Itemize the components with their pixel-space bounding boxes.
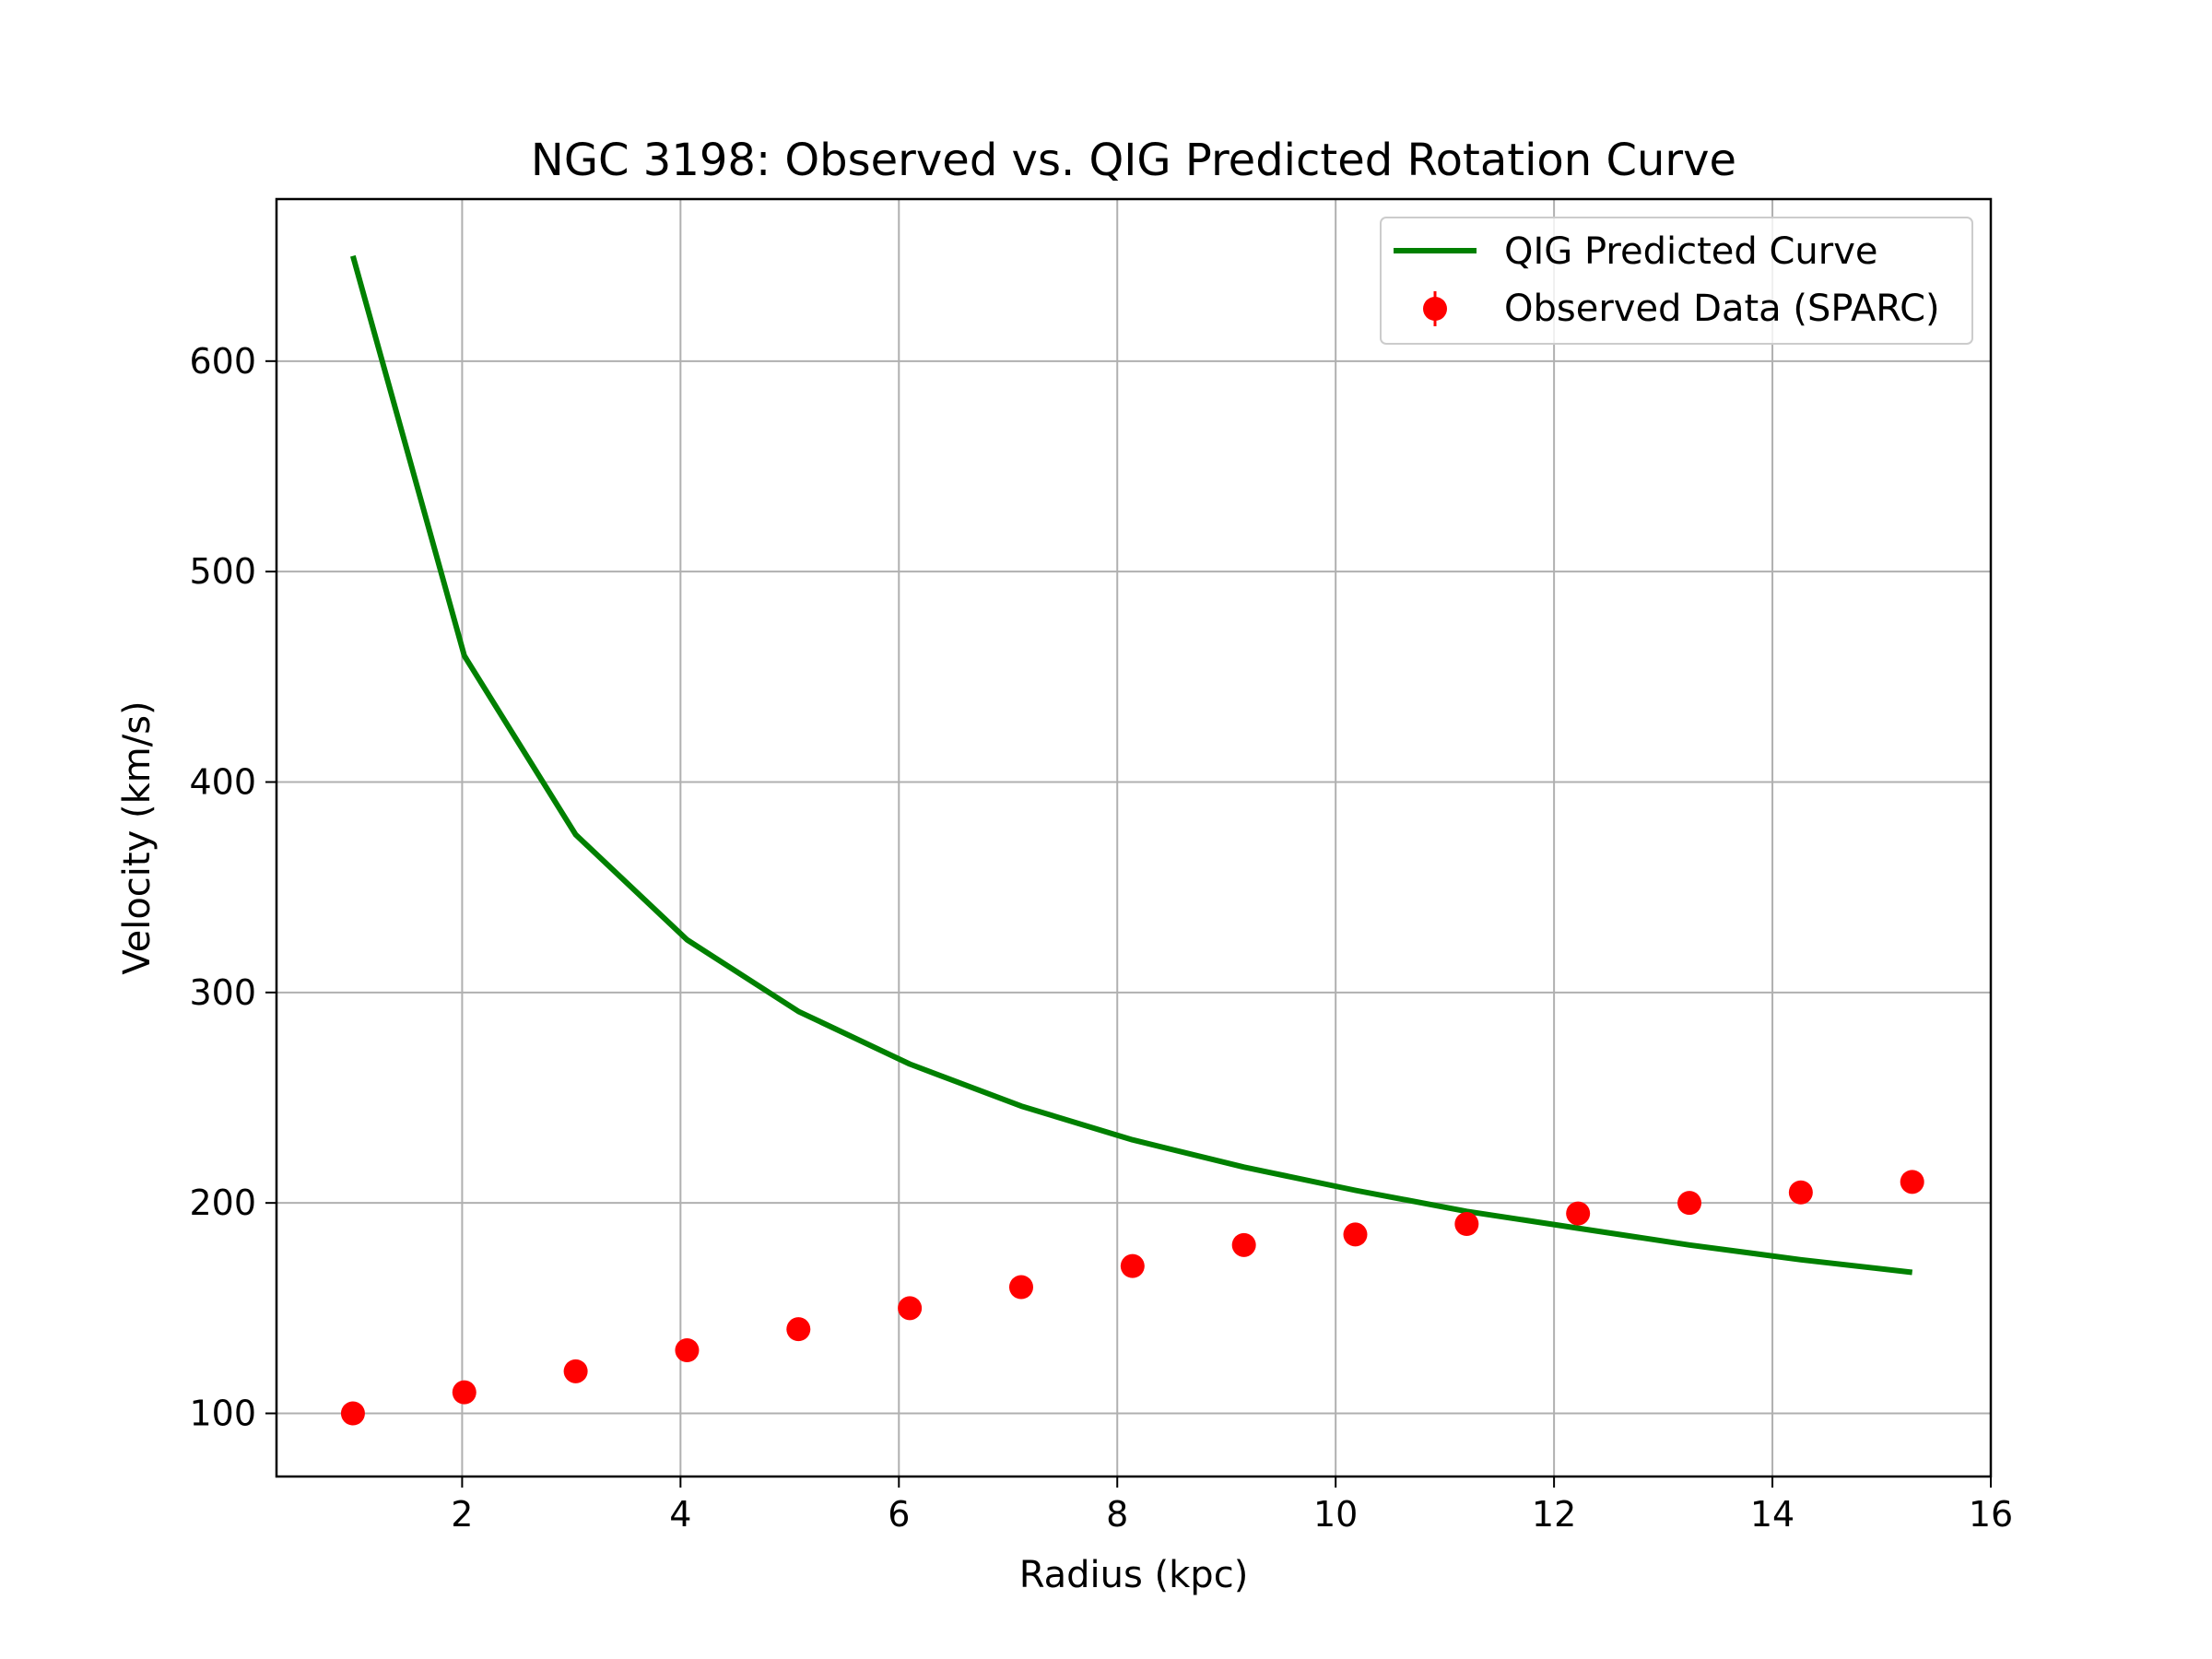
y-tick-label: 600 [189, 341, 256, 382]
legend-marker-swatch [1423, 297, 1447, 321]
x-tick-label: 4 [669, 1494, 691, 1535]
observed-data-point [786, 1317, 811, 1342]
x-tick-label: 16 [1969, 1494, 2013, 1535]
legend-label-predicted: QIG Predicted Curve [1504, 230, 1878, 273]
observed-data-point [1343, 1222, 1368, 1247]
y-tick-label: 300 [189, 972, 256, 1013]
ticks: 2 4 6 8 10 12 14 16 100 200 300 400 500 600 [189, 341, 2013, 1535]
x-tick-label: 12 [1532, 1494, 1576, 1535]
legend-label-observed: Observed Data (SPARC) [1504, 288, 1940, 330]
x-tick-label: 10 [1313, 1494, 1358, 1535]
legend: QIG Predicted Curve Observed Data (SPARC… [1380, 217, 1973, 345]
y-tick-label: 400 [189, 761, 256, 802]
observed-data-point [1120, 1253, 1145, 1278]
y-tick-label: 100 [189, 1393, 256, 1433]
observed-data-point [1566, 1201, 1591, 1226]
observed-data-point [563, 1359, 588, 1383]
observed-data-point [1454, 1211, 1479, 1236]
observed-data-point [452, 1380, 477, 1405]
y-axis-label: Velocity (km/s) [116, 700, 159, 974]
observed-data-point [1677, 1191, 1702, 1216]
x-tick-label: 8 [1106, 1494, 1128, 1535]
x-tick-label: 14 [1750, 1494, 1794, 1535]
x-tick-label: 2 [451, 1494, 473, 1535]
observed-data-point [898, 1296, 923, 1321]
observed-data-point [1788, 1180, 1813, 1205]
x-axis-label: Radius (kpc) [1019, 1554, 1249, 1596]
y-tick-label: 200 [189, 1182, 256, 1223]
chart-title: NGC 3198: Observed vs. QIG Predicted Rot… [531, 135, 1736, 186]
legend-box [1380, 217, 1973, 345]
axes-frame [275, 197, 1993, 1478]
plot-area [340, 254, 1924, 1426]
y-tick-label: 500 [189, 551, 256, 592]
observed-data-point [1900, 1170, 1924, 1194]
observed-data-point [1231, 1232, 1256, 1257]
observed-data-point [1008, 1275, 1033, 1300]
observed-data-point [340, 1401, 365, 1426]
predicted-curve-line [350, 254, 1913, 1276]
x-tick-label: 6 [888, 1494, 910, 1535]
observed-data-point [675, 1337, 700, 1362]
